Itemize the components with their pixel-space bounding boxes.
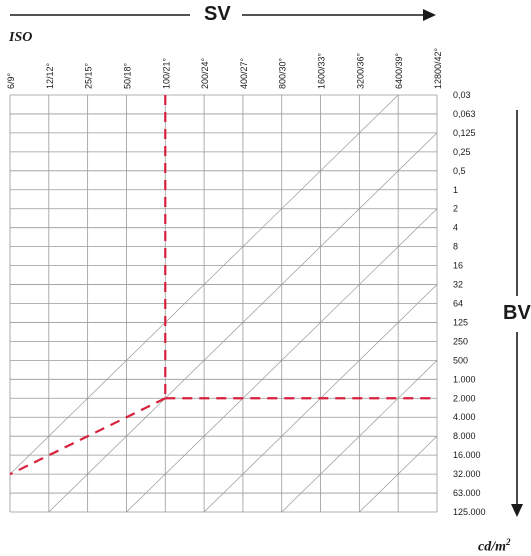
luminance-tick-label: 4.000	[453, 412, 476, 422]
nomogram-grid	[9, 94, 438, 513]
luminance-unit-label: cd/m2	[478, 537, 511, 556]
luminance-tick-labels: 0,03 0,063 0,125 0,25 0,5 1 2 4 8 16 32 64 125 250 500…	[453, 90, 486, 517]
luminance-tick-label: 0,25	[453, 147, 471, 157]
iso-tick-label: 6400/39°	[394, 52, 404, 89]
luminance-tick-label: 0,03	[453, 90, 471, 100]
luminance-tick-label: 0,5	[453, 166, 466, 176]
unit-superscript: 2	[506, 537, 511, 547]
axis-arrows	[10, 9, 523, 517]
sv-axis-label: SV	[204, 3, 231, 25]
example-exposure-line	[9, 397, 166, 476]
iso-tick-label: 100/21°	[161, 57, 171, 89]
luminance-tick-label: 500	[453, 355, 468, 365]
luminance-tick-label: 16.000	[453, 450, 481, 460]
exposure-diagonal-line	[359, 435, 438, 513]
luminance-tick-label: 2	[453, 204, 458, 214]
bv-axis-label: BV	[503, 302, 531, 324]
luminance-tick-label: 16	[453, 261, 463, 271]
iso-tick-label: 400/27°	[239, 57, 249, 89]
iso-tick-label: 6/9°	[6, 72, 16, 89]
sv-arrow-head	[423, 9, 436, 21]
iso-tick-label: 800/30°	[278, 57, 288, 89]
luminance-tick-label: 8.000	[453, 431, 476, 441]
iso-tick-label: 12/12°	[45, 62, 55, 89]
iso-tick-label: 12800/42°	[433, 47, 443, 89]
iso-tick-label: 1600/33°	[317, 52, 327, 89]
exposure-diagonals	[9, 94, 438, 513]
iso-axis-label: ISO	[9, 30, 33, 45]
luminance-tick-label: 32.000	[453, 469, 481, 479]
luminance-tick-label: 32	[453, 280, 463, 290]
luminance-tick-label: 125.000	[453, 507, 486, 517]
bv-arrow-head	[511, 504, 523, 517]
iso-tick-labels: 6/9° 12/12° 25/15° 50/18° 100/21° 200/24° 400/…	[6, 47, 443, 89]
exposure-diagonal-line	[48, 132, 438, 513]
exposure-diagonal-line	[126, 208, 438, 513]
iso-tick-label: 3200/36°	[355, 52, 365, 89]
luminance-tick-label: 1.000	[453, 374, 476, 384]
unit-text: cd/m	[478, 539, 506, 555]
iso-tick-label: 50/18°	[122, 62, 132, 89]
luminance-tick-label: 2.000	[453, 393, 476, 403]
luminance-tick-label: 63.000	[453, 488, 481, 498]
luminance-tick-label: 8	[453, 242, 458, 252]
luminance-tick-label: 0,063	[453, 109, 476, 119]
example-reading-lines	[9, 95, 437, 476]
exposure-diagonal-line	[9, 94, 399, 475]
luminance-tick-label: 250	[453, 336, 468, 346]
luminance-tick-label: 0,125	[453, 128, 476, 138]
luminance-tick-label: 4	[453, 223, 458, 233]
luminance-tick-label: 125	[453, 317, 468, 327]
luminance-tick-label: 1	[453, 185, 458, 195]
iso-tick-label: 25/15°	[84, 62, 94, 89]
exposure-diagonal-line	[281, 360, 438, 513]
luminance-tick-label: 64	[453, 299, 463, 309]
iso-tick-label: 200/24°	[200, 57, 210, 89]
